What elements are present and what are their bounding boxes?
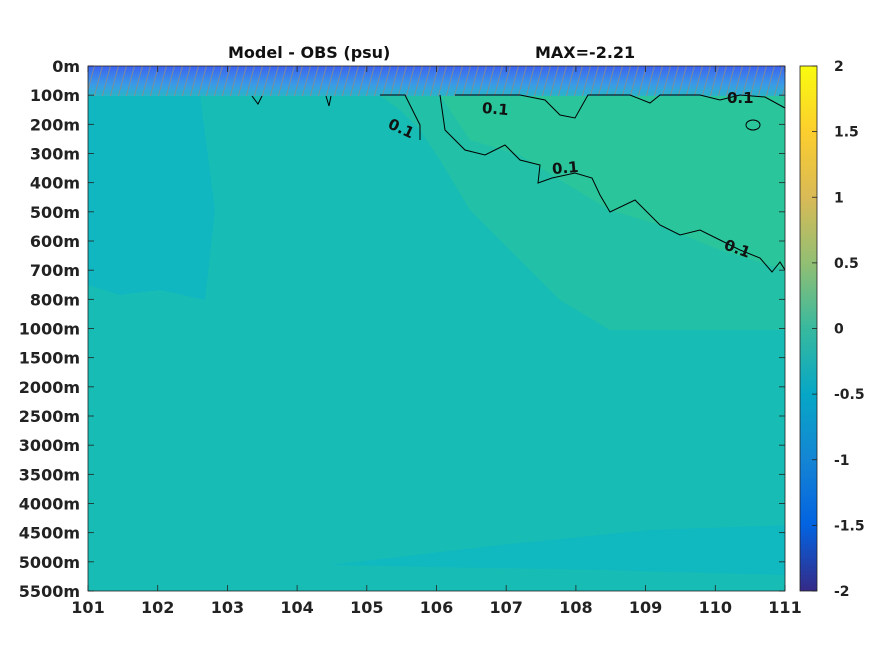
y-tick-label: 400m <box>30 174 80 193</box>
heatmap-field: 0.1 0.1 0.1 0.1 0.1 <box>88 66 785 591</box>
field-left-band <box>88 95 215 300</box>
colorbar-tick-label: -2 <box>834 584 850 600</box>
x-tick-label: 106 <box>420 598 453 617</box>
y-tick-label: 500m <box>30 203 80 222</box>
colorbar-tick-label: 1.5 <box>834 125 859 141</box>
field-deep-band <box>330 525 785 575</box>
y-tick-label: 5000m <box>19 553 80 572</box>
colorbar-tick-label: -1 <box>834 453 850 469</box>
y-tick-label: 3000m <box>19 436 80 455</box>
y-axis: 0m 100m 200m 300m 400m 500m 600m 700m 800m 1000m 1… <box>19 57 785 601</box>
x-tick-label: 109 <box>629 598 662 617</box>
y-tick-label: 100m <box>30 86 80 105</box>
contour-line <box>325 95 332 107</box>
x-axis: 101 102 103 104 105 106 107 108 109 110 111 <box>71 66 802 617</box>
contour-label: 0.1 <box>551 158 579 178</box>
colorbar-tick-label: 0.5 <box>834 256 859 272</box>
contour-line <box>745 119 761 131</box>
colorbar-tick-label: -0.5 <box>834 387 865 403</box>
field-positive-core <box>440 95 785 270</box>
contour-line <box>380 94 421 140</box>
y-tick-label: 0m <box>52 57 80 76</box>
y-tick-label: 300m <box>30 145 80 164</box>
x-tick-label: 108 <box>559 598 592 617</box>
y-tick-label: 2000m <box>19 378 80 397</box>
contour-label: 0.1 <box>481 99 509 119</box>
x-tick-label: 105 <box>350 598 383 617</box>
y-tick-label: 800m <box>30 290 80 309</box>
colorbar-tick-label: 1 <box>834 190 844 206</box>
y-tick-label: 4500m <box>19 524 80 543</box>
colorbar-tick-label: 2 <box>834 59 844 75</box>
chart-title: Model - OBS (psu) <box>228 43 390 62</box>
y-tick-label: 4000m <box>19 495 80 514</box>
chart-subtitle: MAX=-2.21 <box>535 43 635 62</box>
x-tick-label: 107 <box>489 598 522 617</box>
y-tick-label: 200m <box>30 115 80 134</box>
x-tick-label: 103 <box>211 598 244 617</box>
contour-label: 0.1 <box>727 89 754 107</box>
y-tick-label: 3500m <box>19 465 80 484</box>
y-tick-label: 2500m <box>19 407 80 426</box>
x-tick-label: 110 <box>699 598 732 617</box>
colorbar-tick-label: 0 <box>834 322 844 338</box>
x-tick-label: 104 <box>280 598 313 617</box>
x-tick-label: 101 <box>71 598 104 617</box>
y-tick-label: 600m <box>30 232 80 251</box>
y-tick-label: 1000m <box>19 320 80 339</box>
y-tick-label: 5500m <box>19 582 80 601</box>
x-tick-label: 111 <box>768 598 801 617</box>
colorbar-tick-label: -1.5 <box>834 518 865 534</box>
y-tick-label: 1500m <box>19 349 80 368</box>
colorbar-ticks: 2 1.5 1 0.5 0 -0.5 -1 -1.5 -2 <box>812 59 865 600</box>
contour-line <box>455 94 785 119</box>
x-tick-label: 102 <box>141 598 174 617</box>
y-tick-label: 700m <box>30 261 80 280</box>
contour-line <box>251 95 263 105</box>
contour-line <box>439 94 785 273</box>
